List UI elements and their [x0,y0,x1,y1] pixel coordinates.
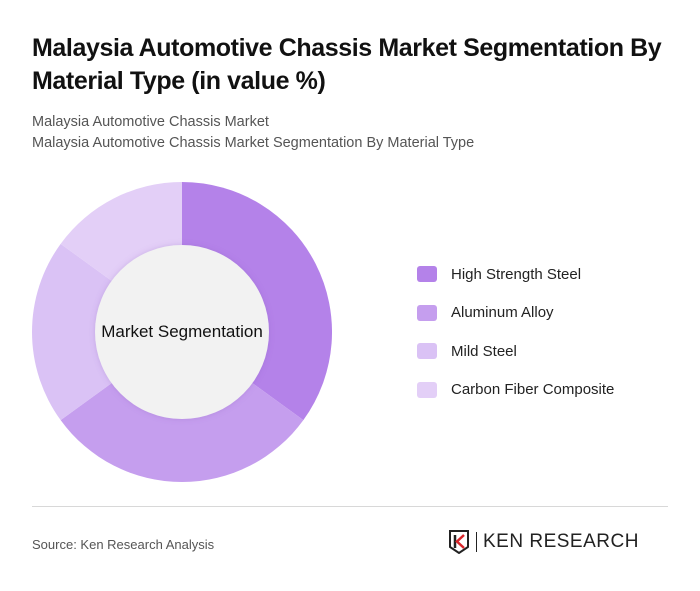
legend-label: Carbon Fiber Composite [451,381,615,398]
donut-hole [95,245,269,419]
legend-label: Mild Steel [451,342,517,360]
footer-divider [32,506,668,507]
ken-research-logo: KEN RESEARCH [448,530,639,554]
logo-text: KEN RESEARCH [483,531,639,552]
logo-separator [476,532,477,552]
source-text: Source: Ken Research Analysis [32,537,215,552]
legend-item-mild-steel[interactable]: Mild Steel [417,341,614,361]
legend-item-aluminum-alloy[interactable]: Aluminum Alloy [417,303,614,323]
donut-chart [32,182,332,482]
chart-title: Malaysia Automotive Chassis Market Segme… [32,34,662,95]
legend-swatch [417,343,437,359]
breadcrumb-segmentation: Malaysia Automotive Chassis Market Segme… [32,135,475,151]
legend-label: High Strength Steel [451,265,582,283]
legend-item-carbon-fiber-composite[interactable]: Carbon Fiber Composite [417,380,614,400]
legend-label: Aluminum Alloy [451,304,554,321]
legend-swatch [417,266,437,282]
legend-swatch [417,381,437,398]
breadcrumb-market: Malaysia Automotive Chassis Market [32,114,269,130]
ken-research-shield-icon [449,530,469,554]
legend-swatch [417,304,437,321]
legend-item-high-strength-steel[interactable]: High Strength Steel [417,264,614,284]
chart-legend: High Strength Steel Aluminum Alloy Mild … [417,264,614,418]
